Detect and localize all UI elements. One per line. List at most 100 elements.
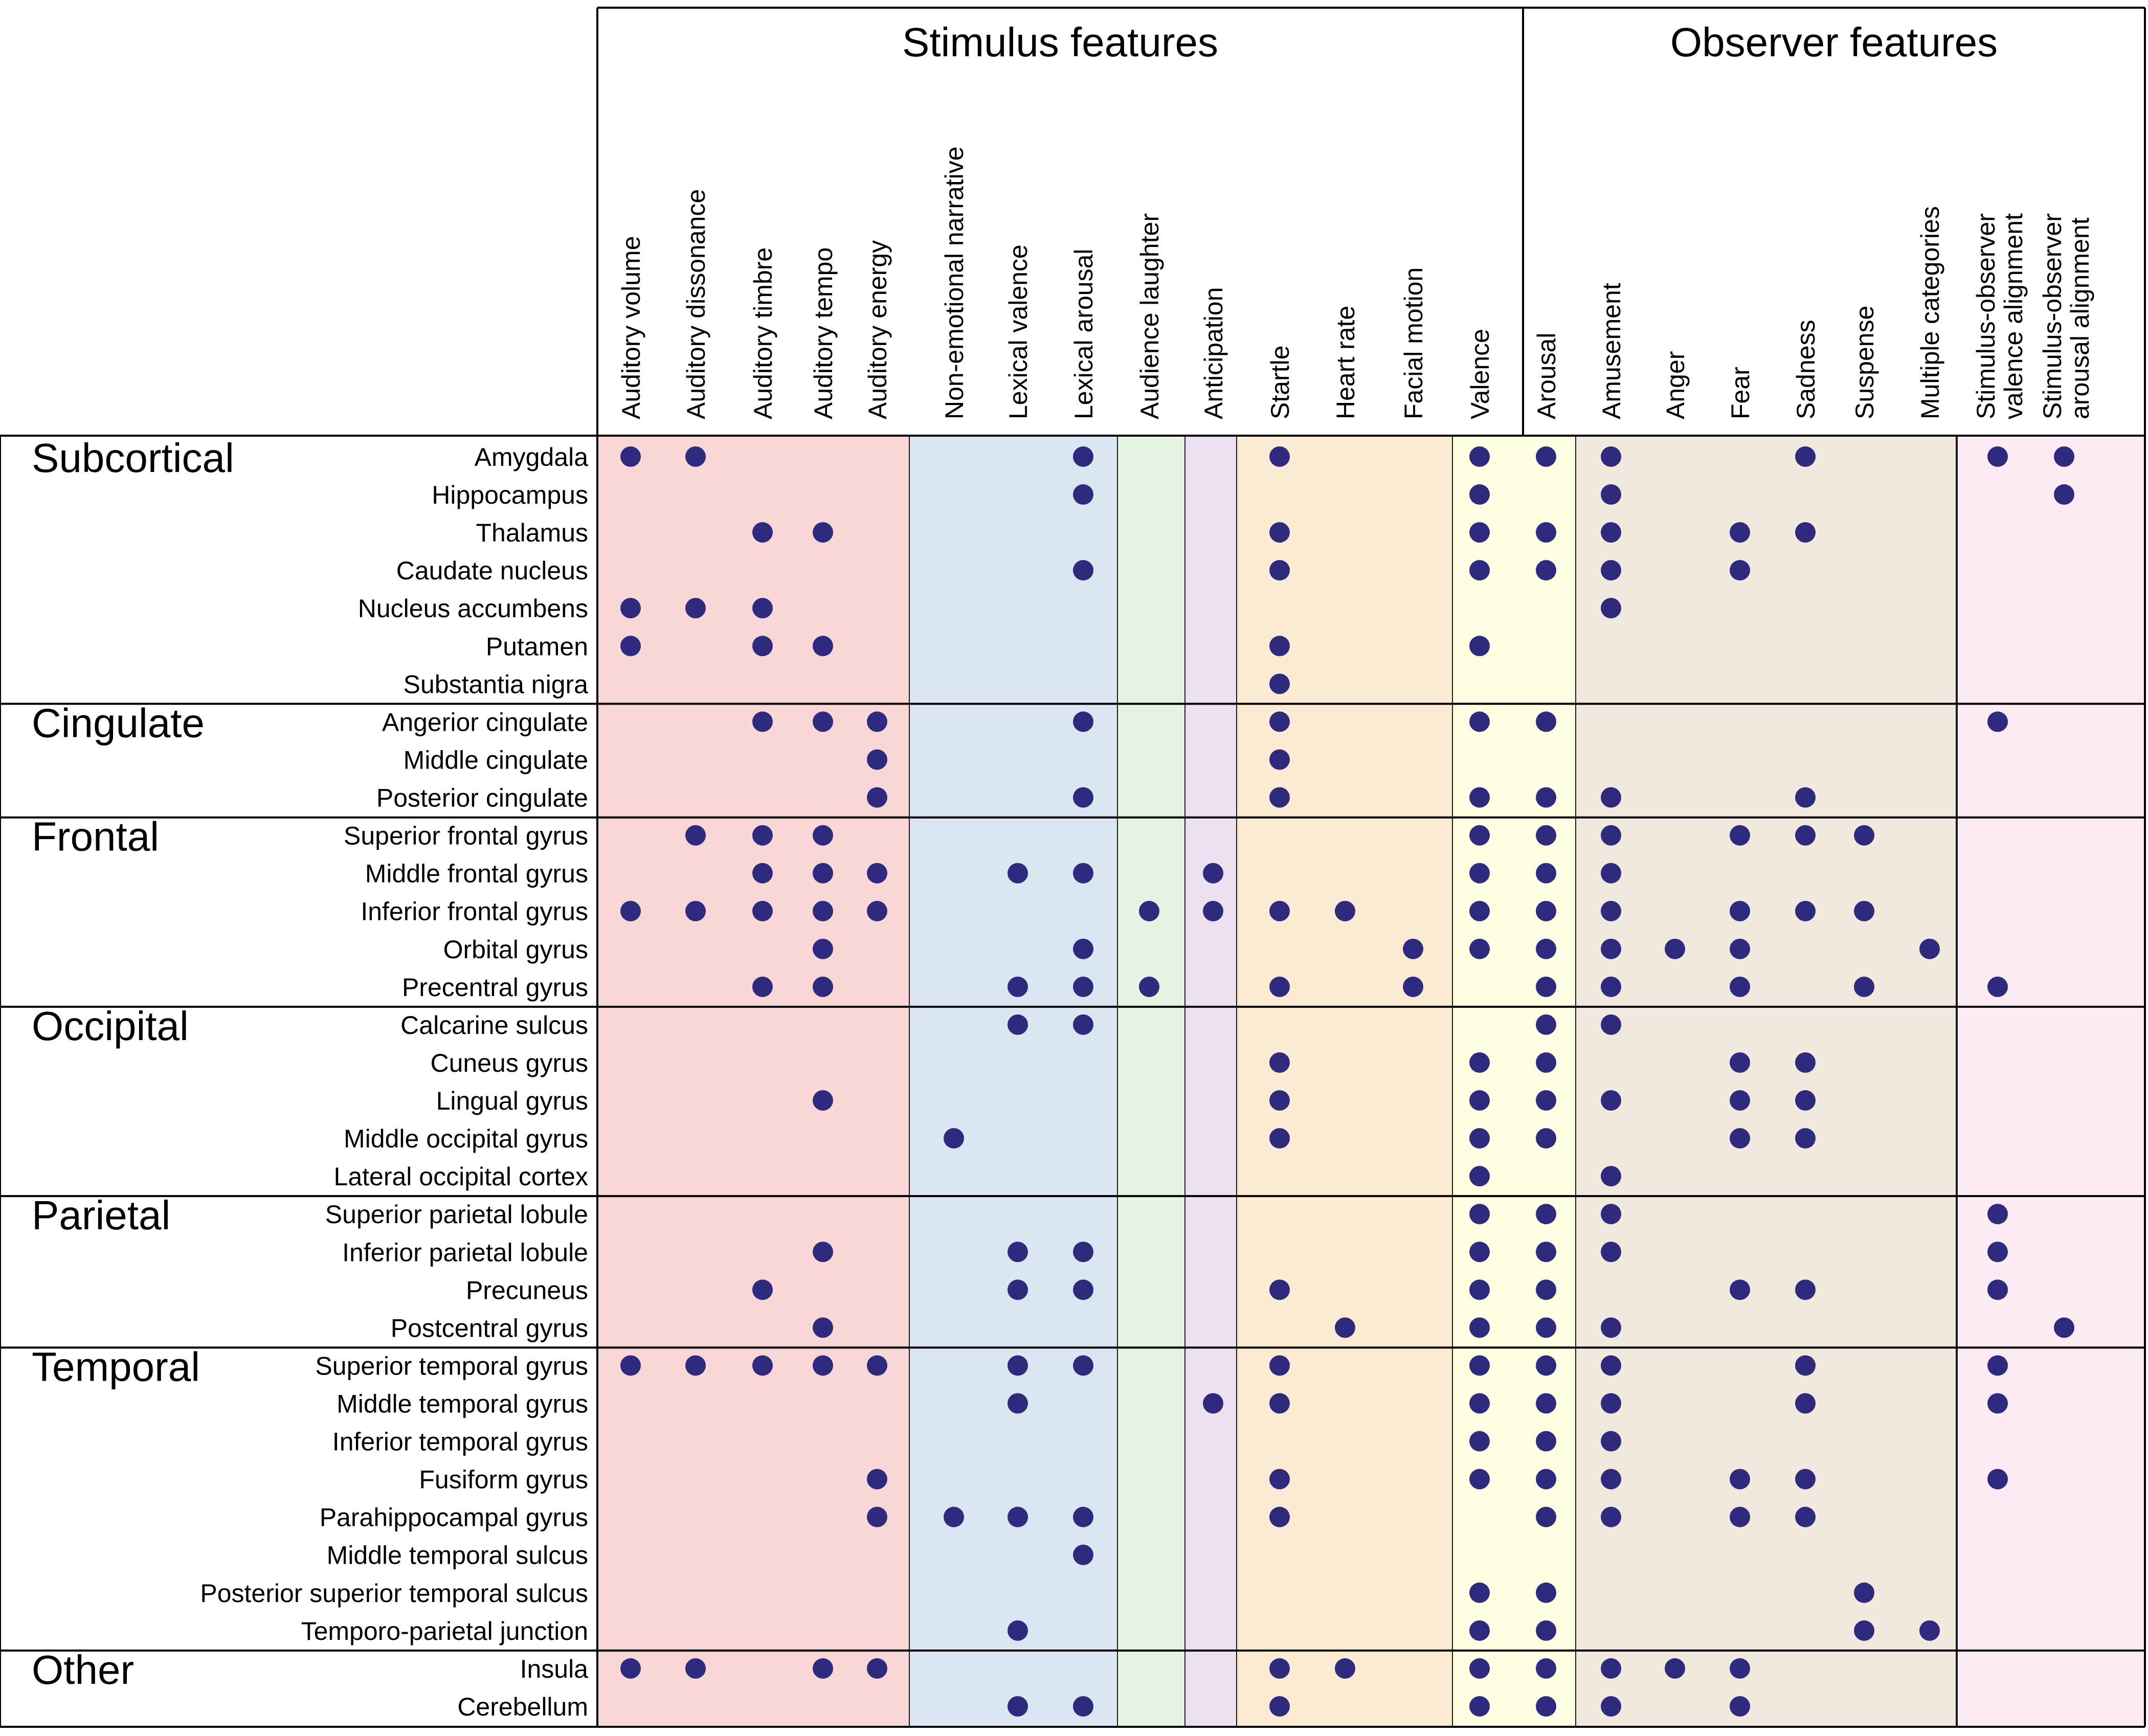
dot-middle-frontal-gyrus-auditory-energy — [867, 863, 887, 884]
dot-postcentral-gyrus-heart-rate — [1335, 1317, 1355, 1338]
column-header-suspense: Suspense — [1850, 306, 1879, 419]
dot-cuneus-gyrus-arousal — [1536, 1052, 1556, 1073]
dot-cuneus-gyrus-startle — [1269, 1052, 1290, 1073]
dot-superior-temporal-gyrus-arousal — [1536, 1355, 1556, 1376]
dot-insula-amusement — [1601, 1658, 1621, 1679]
row-label-superior-temporal-gyrus: Superior temporal gyrus — [315, 1351, 588, 1380]
column-header-anticipation: Anticipation — [1199, 287, 1228, 420]
row-label-thalamus: Thalamus — [476, 518, 588, 547]
section-frontal: Frontal — [32, 814, 159, 860]
row-label-substantia-nigra: Substantia nigra — [404, 670, 589, 698]
dot-amygdala-arousal — [1536, 446, 1556, 467]
dot-parahippocampal-gyrus-auditory-energy — [867, 1506, 887, 1527]
separator-lines — [0, 7, 2146, 1728]
section-subcortical: Subcortical — [32, 435, 234, 481]
dot-middle-frontal-gyrus-auditory-tempo — [813, 863, 833, 884]
dot-precuneus-fear — [1730, 1279, 1750, 1300]
dot-cerebellum-fear — [1730, 1696, 1750, 1717]
dot-superior-parietal-lobule-stimulus-observer-valence-alignment — [1987, 1204, 2008, 1225]
dot-precentral-gyrus-facial-motion — [1403, 976, 1423, 997]
dot-postcentral-gyrus-valence — [1469, 1317, 1490, 1338]
dot-thalamus-sadness — [1795, 522, 1816, 543]
row-label-amygdala: Amygdala — [475, 443, 589, 471]
dot-cuneus-gyrus-fear — [1730, 1052, 1750, 1073]
dot-insula-heart-rate — [1335, 1658, 1355, 1679]
dot-inferior-parietal-lobule-amusement — [1601, 1242, 1621, 1262]
dot-caudate-nucleus-startle — [1269, 560, 1290, 581]
dot-postcentral-gyrus-stimulus-observer-arousal-alignment — [2054, 1317, 2074, 1338]
column-color-bands — [597, 436, 2145, 1727]
dot-inferior-parietal-lobule-arousal — [1536, 1242, 1556, 1262]
dot-fusiform-gyrus-valence — [1469, 1469, 1490, 1490]
column-headers: Auditory volume Auditory dissonance Audito… — [617, 146, 2094, 419]
dot-precuneus-lexical-valence — [1008, 1279, 1028, 1300]
dot-temporo-parietal-junction-suspense — [1854, 1620, 1874, 1641]
dot-posterior-cingulate-arousal — [1536, 787, 1556, 808]
column-header-lexical-valence: Lexical valence — [1004, 244, 1033, 419]
dot-angerior-cingulate-auditory-tempo — [813, 711, 833, 732]
dot-fusiform-gyrus-sadness — [1795, 1469, 1816, 1490]
dot-superior-temporal-gyrus-amusement — [1601, 1355, 1621, 1376]
dot-superior-temporal-gyrus-valence — [1469, 1355, 1490, 1376]
band-8 — [1957, 436, 2145, 1727]
dot-calcarine-sulcus-amusement — [1601, 1014, 1621, 1035]
dot-temporo-parietal-junction-multiple-categories — [1919, 1620, 1940, 1641]
dot-insula-fear — [1730, 1658, 1750, 1679]
dot-orbital-gyrus-facial-motion — [1403, 938, 1423, 959]
row-label-superior-parietal-lobule: Superior parietal lobule — [325, 1200, 588, 1229]
dot-lingual-gyrus-auditory-tempo — [813, 1090, 833, 1111]
dot-hippocampus-lexical-arousal — [1073, 484, 1093, 505]
row-label-insula: Insula — [520, 1655, 589, 1683]
dot-middle-temporal-gyrus-startle — [1269, 1393, 1290, 1414]
column-header-stimulus-observer-valence-alignment-line1: Stimulus-observer — [1972, 213, 2000, 419]
dot-superior-temporal-gyrus-sadness — [1795, 1355, 1816, 1376]
dot-superior-frontal-gyrus-auditory-tempo — [813, 825, 833, 846]
band-6 — [1452, 436, 1576, 1727]
section-occipital: Occipital — [32, 1003, 189, 1049]
dot-inferior-temporal-gyrus-valence — [1469, 1431, 1490, 1452]
dot-precuneus-valence — [1469, 1279, 1490, 1300]
dot-orbital-gyrus-anger — [1665, 938, 1685, 959]
dot-insula-auditory-tempo — [813, 1658, 833, 1679]
dot-precentral-gyrus-amusement — [1601, 976, 1621, 997]
dot-fusiform-gyrus-fear — [1730, 1469, 1750, 1490]
dot-middle-occipital-gyrus-fear — [1730, 1128, 1750, 1149]
dot-fusiform-gyrus-auditory-energy — [867, 1469, 887, 1490]
dot-cerebellum-lexical-valence — [1008, 1696, 1028, 1717]
dot-cerebellum-lexical-arousal — [1073, 1696, 1093, 1717]
column-header-auditory-tempo: Auditory tempo — [809, 247, 838, 419]
dot-amygdala-stimulus-observer-valence-alignment — [1987, 446, 2008, 467]
dot-lingual-gyrus-startle — [1269, 1090, 1290, 1111]
dot-putamen-auditory-volume — [620, 636, 641, 657]
dot-calcarine-sulcus-lexical-arousal — [1073, 1014, 1093, 1035]
dot-precentral-gyrus-suspense — [1854, 976, 1874, 997]
band-5 — [1237, 436, 1452, 1727]
dot-orbital-gyrus-multiple-categories — [1919, 938, 1940, 959]
dot-posterior-cingulate-valence — [1469, 787, 1490, 808]
row-label-middle-cingulate: Middle cingulate — [404, 746, 588, 774]
dot-precuneus-arousal — [1536, 1279, 1556, 1300]
column-header-stimulus-observer-valence-alignment-line2: valence alignment — [1999, 213, 2028, 419]
dot-cerebellum-amusement — [1601, 1696, 1621, 1717]
dot-precentral-gyrus-audience-laughter — [1139, 976, 1159, 997]
dot-middle-frontal-gyrus-auditory-timbre — [752, 863, 773, 884]
band-2 — [909, 436, 1117, 1727]
dot-inferior-frontal-gyrus-valence — [1469, 900, 1490, 921]
row-label-middle-temporal-sulcus: Middle temporal sulcus — [327, 1541, 588, 1570]
dot-cerebellum-arousal — [1536, 1696, 1556, 1717]
dot-precentral-gyrus-auditory-timbre — [752, 976, 773, 997]
dot-angerior-cingulate-stimulus-observer-valence-alignment — [1987, 711, 2008, 732]
dot-caudate-nucleus-fear — [1730, 560, 1750, 581]
row-label-precentral-gyrus: Precentral gyrus — [402, 973, 588, 1002]
dot-middle-frontal-gyrus-lexical-arousal — [1073, 863, 1093, 884]
dot-lateral-occipital-cortex-valence — [1469, 1166, 1490, 1187]
group-header-stimulus: Stimulus features — [902, 19, 1218, 65]
dot-putamen-auditory-timbre — [752, 636, 773, 657]
dot-nucleus-accumbens-auditory-dissonance — [685, 598, 706, 619]
column-header-stimulus-observer-arousal-alignment-line2: arousal alignment — [2066, 217, 2094, 419]
dot-angerior-cingulate-auditory-timbre — [752, 711, 773, 732]
dot-superior-frontal-gyrus-amusement — [1601, 825, 1621, 846]
dot-putamen-auditory-tempo — [813, 636, 833, 657]
row-label-caudate-nucleus: Caudate nucleus — [396, 556, 588, 585]
row-label-orbital-gyrus: Orbital gyrus — [443, 935, 588, 964]
